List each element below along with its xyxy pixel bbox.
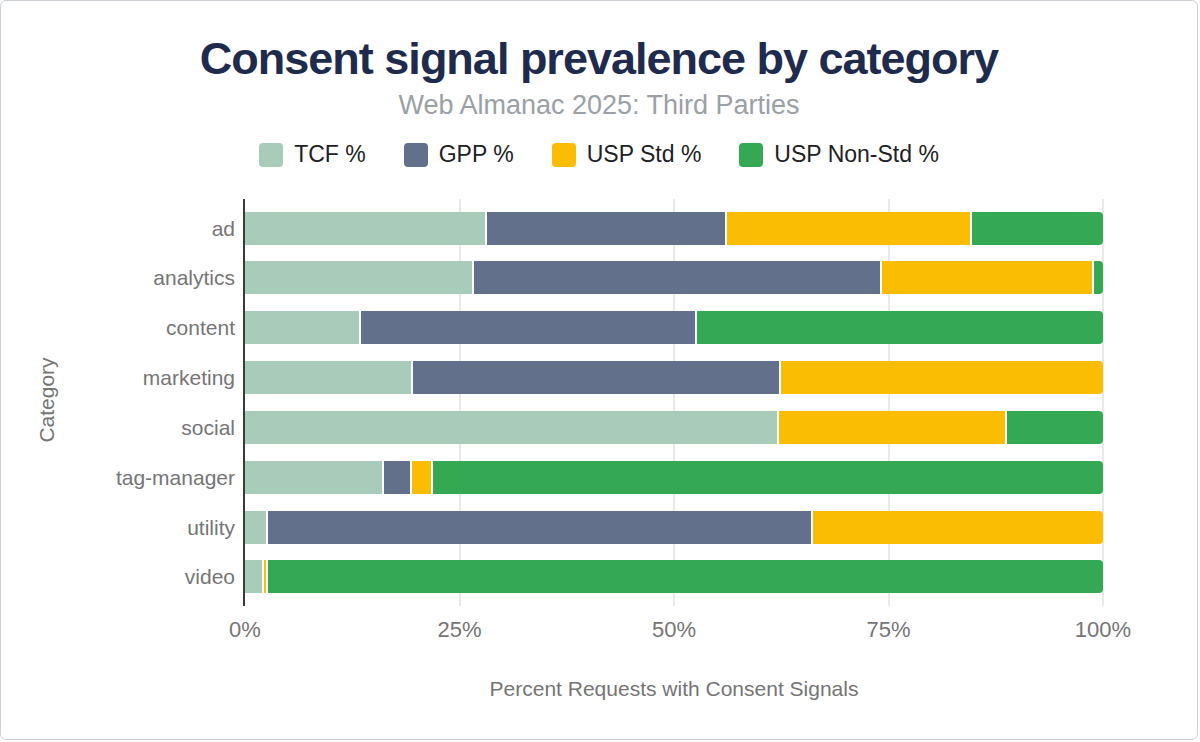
category-label-utility: utility [1,511,235,544]
bar-segment-usp-non-std[interactable] [1005,411,1103,444]
category-label-content: content [1,311,235,344]
bar-segment-usp-non-std[interactable] [695,311,1103,344]
bar-segment-usp-non-std[interactable] [1092,261,1103,294]
bar-row-video [245,560,1103,593]
bar-segment-usp-std[interactable] [777,411,1005,444]
bar-row-social [245,411,1103,444]
plot-area: Category Percent Requests with Consent S… [1,1,1197,739]
bar-segment-tcf[interactable] [245,511,266,544]
bar-row-analytics [245,261,1103,294]
gridline [673,199,675,606]
category-label-social: social [1,411,235,444]
bar-segment-tcf[interactable] [245,361,411,394]
bar-segment-usp-non-std[interactable] [431,461,1103,494]
bar-segment-usp-std[interactable] [725,212,970,245]
bar-segment-usp-non-std[interactable] [266,560,1103,593]
bar-segment-tcf[interactable] [245,411,777,444]
x-tick-label: 0% [190,617,300,643]
x-tick-label: 50% [619,617,729,643]
y-axis-line [243,199,245,606]
bar-segment-usp-non-std[interactable] [970,212,1103,245]
bar-segment-tcf[interactable] [245,461,382,494]
bar-segment-tcf[interactable] [245,261,472,294]
category-label-video: video [1,560,235,593]
category-label-ad: ad [1,212,235,245]
bar-row-utility [245,511,1103,544]
bar-row-tag-manager [245,461,1103,494]
x-tick-label: 25% [405,617,515,643]
gridline [459,199,461,606]
category-label-tag-manager: tag-manager [1,461,235,494]
bar-row-content [245,311,1103,344]
bar-segment-gpp[interactable] [472,261,880,294]
bar-segment-usp-std[interactable] [811,511,1103,544]
gridline [888,199,890,606]
x-tick-label: 100% [1048,617,1158,643]
bar-segment-usp-std[interactable] [779,361,1103,394]
bar-segment-usp-std[interactable] [880,261,1092,294]
bar-segment-tcf[interactable] [245,311,359,344]
bar-segment-gpp[interactable] [266,511,812,544]
category-label-marketing: marketing [1,361,235,394]
bar-segment-usp-std[interactable] [410,461,431,494]
x-axis-title: Percent Requests with Consent Signals [245,677,1103,701]
bar-segment-gpp[interactable] [411,361,778,394]
bar-segment-gpp[interactable] [485,212,725,245]
category-label-analytics: analytics [1,261,235,294]
chart-card: Consent signal prevalence by category We… [0,0,1198,740]
gridline [1102,199,1104,606]
bar-row-ad [245,212,1103,245]
bar-segment-gpp[interactable] [359,311,694,344]
x-tick-label: 75% [834,617,944,643]
bar-segment-tcf[interactable] [245,212,485,245]
bar-row-marketing [245,361,1103,394]
bar-segment-tcf[interactable] [245,560,262,593]
bar-segment-gpp[interactable] [382,461,409,494]
